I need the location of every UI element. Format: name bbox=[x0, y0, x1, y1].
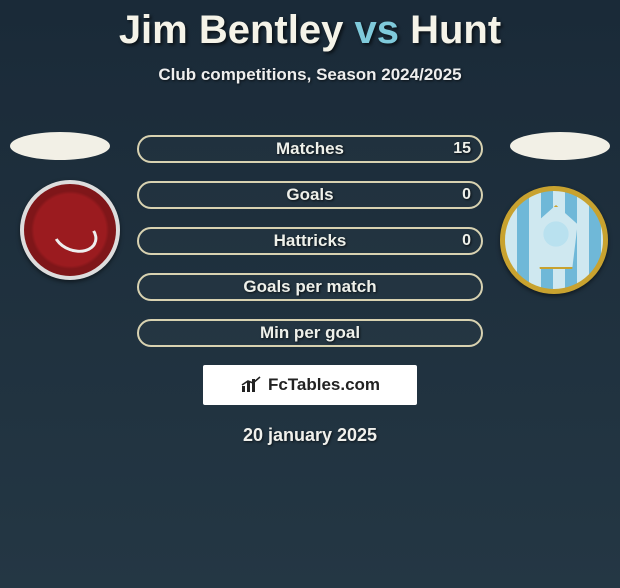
stat-label: Min per goal bbox=[260, 323, 360, 343]
bar-chart-icon bbox=[240, 376, 262, 394]
stat-label: Matches bbox=[276, 139, 344, 159]
stat-right-value: 15 bbox=[453, 140, 471, 158]
player1-oval bbox=[10, 132, 110, 160]
stat-row-matches: Matches 15 bbox=[137, 135, 483, 163]
stat-row-goals-per-match: Goals per match bbox=[137, 273, 483, 301]
stat-row-hattricks: Hattricks 0 bbox=[137, 227, 483, 255]
stat-row-goals: Goals 0 bbox=[137, 181, 483, 209]
club-crest-right bbox=[500, 186, 608, 294]
page-title: Jim Bentley vs Hunt bbox=[0, 8, 620, 53]
stat-label: Hattricks bbox=[274, 231, 347, 251]
club-crest-left bbox=[20, 180, 120, 280]
player2-name: Hunt bbox=[410, 8, 501, 52]
subtitle: Club competitions, Season 2024/2025 bbox=[0, 65, 620, 85]
stat-label: Goals per match bbox=[243, 277, 376, 297]
player1-name: Jim Bentley bbox=[119, 8, 344, 52]
stat-label: Goals bbox=[286, 185, 333, 205]
stats-panel: Matches 15 Goals 0 Hattricks 0 Goals per… bbox=[137, 135, 483, 347]
date-text: 20 january 2025 bbox=[0, 425, 620, 446]
brand-badge: FcTables.com bbox=[203, 365, 417, 405]
stat-row-min-per-goal: Min per goal bbox=[137, 319, 483, 347]
brand-text: FcTables.com bbox=[268, 375, 380, 395]
stat-right-value: 0 bbox=[462, 232, 471, 250]
player2-oval bbox=[510, 132, 610, 160]
vs-text: vs bbox=[354, 8, 399, 52]
stat-right-value: 0 bbox=[462, 186, 471, 204]
